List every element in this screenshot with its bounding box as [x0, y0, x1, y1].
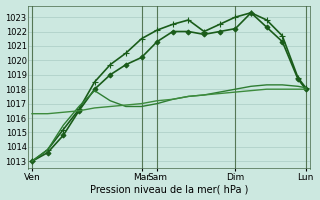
X-axis label: Pression niveau de la mer( hPa ): Pression niveau de la mer( hPa )	[90, 184, 248, 194]
